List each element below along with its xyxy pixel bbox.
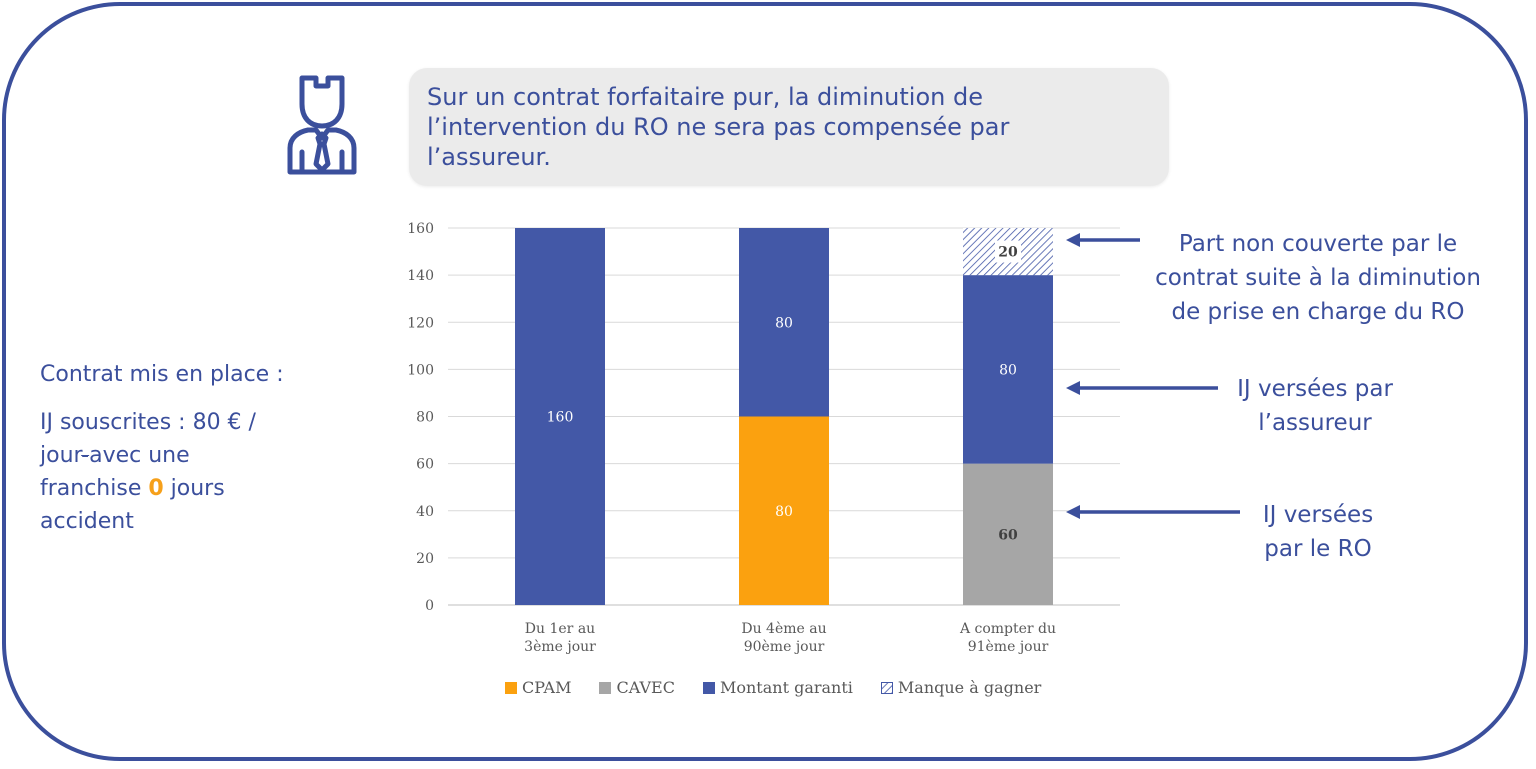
bar-segment-cpam — [739, 416, 829, 605]
contract-line: accident — [40, 509, 134, 534]
annotation-line: Part non couverte par le — [1178, 231, 1458, 257]
annotation-line: IJ versées par — [1237, 376, 1393, 402]
y-tick-label: 60 — [416, 457, 434, 473]
x-tick-label: 90ème jour — [744, 639, 825, 655]
annotation-ro: IJ versées par le RO — [1218, 498, 1418, 566]
contract-title: Contrat mis en place : — [40, 362, 284, 387]
contract-text: jour — [40, 443, 82, 468]
legend-swatch-manque — [880, 681, 893, 694]
annotation-line: par le RO — [1264, 536, 1372, 562]
x-tick-label: 91ème jour — [968, 639, 1049, 655]
contract-info: Contrat mis en place : IJ souscrites : 8… — [40, 358, 350, 538]
legend-swatch-cpam — [505, 681, 517, 694]
data-label: 80 — [775, 315, 793, 331]
legend-swatch-cavec — [599, 681, 612, 694]
arrowhead — [1066, 381, 1080, 395]
data-label: 80 — [775, 504, 793, 520]
x-tick-label: Du 1er au — [525, 621, 595, 637]
speech-line: l’intervention du RO ne sera pas compens… — [427, 113, 1010, 141]
contract-line: IJ souscrites : 80 € / — [40, 410, 256, 435]
contract-text: - — [81, 443, 90, 468]
legend-item: Manque à gagner — [880, 678, 1042, 697]
annotation-insurer: IJ versées par l’assureur — [1200, 372, 1430, 440]
legend-label: CAVEC — [616, 678, 675, 697]
y-tick-label: 120 — [407, 315, 434, 331]
y-tick-label: 160 — [407, 221, 434, 237]
legend-swatch-montant — [702, 681, 715, 694]
annotation-line: IJ versées — [1262, 502, 1374, 528]
legend-label: Manque à gagner — [897, 678, 1042, 697]
person-with-tie-icon — [287, 75, 357, 175]
bar-segment-cavec — [963, 463, 1053, 605]
contract-text: franchise — [40, 476, 149, 501]
x-tick-label: Du 4ème au — [741, 621, 826, 637]
annotation-line: contrat suite à la diminution — [1155, 265, 1481, 291]
bar-segment-montant-garanti — [515, 228, 605, 605]
arrowhead — [1066, 233, 1080, 247]
y-tick-label: 140 — [407, 268, 434, 284]
legend-item: CAVEC — [599, 678, 675, 697]
data-label: 80 — [999, 362, 1017, 378]
contract-line: franchise 0 jours — [40, 472, 350, 505]
contract-text: avec une — [89, 443, 190, 468]
contract-line: jour-avec une — [40, 439, 350, 472]
y-tick-label: 100 — [407, 362, 434, 378]
annotation-non-covered: Part non couverte par le contrat suite à… — [1128, 227, 1508, 329]
data-label: 20 — [998, 245, 1018, 261]
legend-item: CPAM — [505, 678, 571, 697]
x-tick-label: A compter du — [959, 621, 1056, 637]
speech-line: Sur un contrat forfaitaire pur, la dimin… — [427, 83, 983, 111]
y-tick-label: 40 — [416, 504, 434, 520]
data-label-background — [995, 240, 1021, 263]
speech-bubble: Sur un contrat forfaitaire pur, la dimin… — [409, 68, 1169, 186]
data-label: 160 — [547, 410, 574, 426]
legend-item: Montant garanti — [702, 678, 853, 697]
data-label: 60 — [998, 527, 1018, 543]
bar-segment-montant-garanti — [739, 228, 829, 417]
contract-text: jours — [163, 476, 225, 501]
chart-legend: CPAM CAVEC Montant garanti Manque à gagn… — [505, 678, 1065, 697]
y-tick-label: 20 — [416, 551, 434, 567]
franchise-days-value: 0 — [148, 476, 164, 501]
y-tick-label: 0 — [425, 598, 434, 614]
legend-label: CPAM — [522, 678, 572, 697]
annotation-line: de prise en charge du RO — [1171, 299, 1465, 325]
arrowhead — [1066, 505, 1080, 519]
y-tick-label: 80 — [416, 410, 434, 426]
bar-segment-montant-garanti — [963, 275, 1053, 464]
legend-label: Montant garanti — [719, 678, 853, 697]
annotation-line: l’assureur — [1258, 410, 1372, 436]
x-tick-label: 3ème jour — [524, 639, 596, 655]
speech-line: l’assureur. — [427, 143, 551, 171]
